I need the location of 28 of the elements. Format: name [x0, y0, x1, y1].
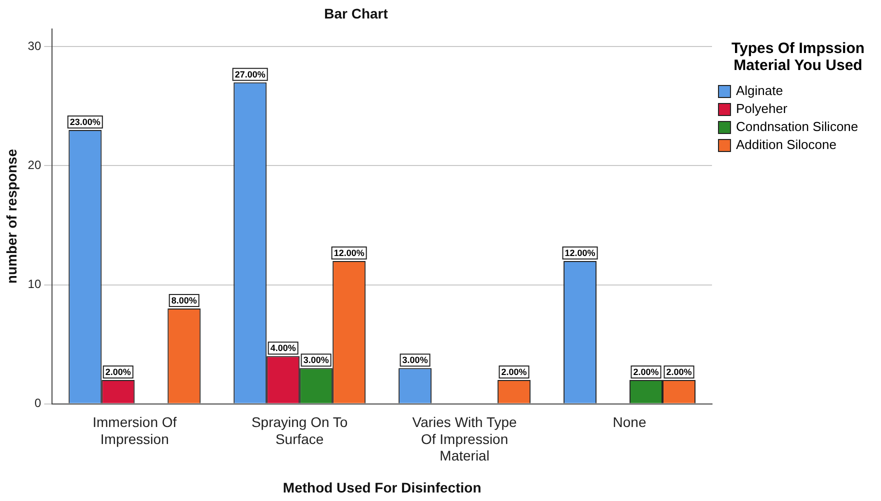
data-label: 2.00%: [501, 366, 527, 377]
data-label: 12.00%: [564, 248, 596, 258]
data-label: 23.00%: [70, 116, 100, 127]
data-label: 3.00%: [402, 355, 428, 366]
y-tick-label: 10: [28, 277, 42, 292]
x-tick-label: None: [612, 414, 646, 430]
data-label: 3.00%: [303, 355, 329, 366]
chart-title: Bar Chart: [324, 5, 388, 22]
data-label: 27.00%: [234, 69, 266, 80]
data-label: 4.00%: [270, 343, 296, 354]
legend-label: Polyeher: [736, 100, 788, 118]
legend-label: Addition Silocone: [736, 136, 836, 154]
x-tick-label: Spraying On To Surface: [251, 414, 348, 447]
data-label: 2.00%: [666, 366, 692, 377]
data-label: 2.00%: [105, 366, 131, 377]
data-label: 12.00%: [334, 248, 364, 258]
x-axis-title: Method Used For Disinfection: [282, 479, 482, 496]
y-tick-label: 0: [34, 396, 42, 410]
legend-label: Condnsation Silicone: [736, 118, 858, 136]
x-tick-label: Immersion Of Impression: [92, 414, 177, 447]
data-label: 2.00%: [633, 366, 659, 377]
data-label: 8.00%: [171, 296, 197, 306]
y-axis-title: number of response: [3, 148, 20, 284]
legend-label: Alginate: [736, 82, 783, 100]
x-tick-label: Varies With Type Of Impression Material: [412, 414, 518, 464]
y-tick-label: 30: [28, 38, 42, 53]
legend-title: Types Of Impssion Material You Used: [730, 40, 866, 74]
y-tick-label: 20: [28, 158, 42, 172]
